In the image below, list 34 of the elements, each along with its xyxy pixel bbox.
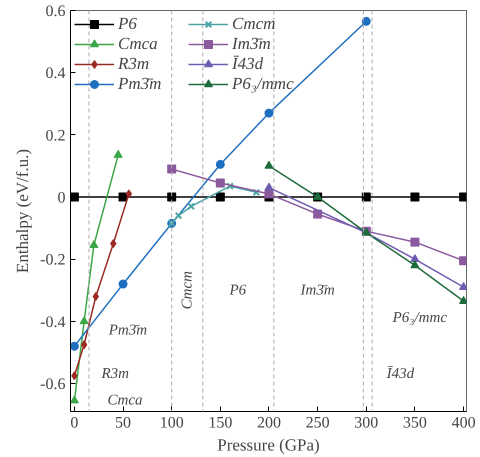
x-tick-label: 300	[354, 414, 378, 432]
x-tick-label: 350	[402, 414, 427, 432]
legend-label: P6	[118, 14, 138, 34]
x-axis-title: Pressure (GPa)	[217, 436, 320, 454]
x-tick-label: 200	[256, 414, 281, 432]
y-tick-label: -0.2	[40, 252, 66, 269]
annotation: Im3̄m	[300, 282, 335, 298]
legend-label: Pm3̄m	[118, 74, 162, 94]
annotation: P6	[228, 282, 247, 298]
x-tick-label: 0	[70, 414, 78, 432]
legend-label: Cmca	[118, 34, 159, 54]
y-tick-label: 0	[58, 190, 66, 207]
legend-label: P6₃/mmc	[232, 74, 295, 94]
annotation: Ī43d	[386, 366, 415, 382]
annotation: Cmca	[107, 392, 142, 409]
x-tick-label: 100	[160, 414, 184, 432]
y-axis-title: Enthalpy (eV/f.u.)	[13, 148, 32, 274]
legend-label: Cmcm	[232, 14, 276, 34]
x-tick-label: 250	[306, 414, 330, 432]
y-tick-label: 0.6	[46, 3, 66, 20]
y-tick-label: 0.4	[46, 65, 66, 82]
annotation: Pm3̄m	[108, 322, 148, 339]
y-tick-label: -0.4	[40, 314, 66, 331]
annotation: P6₃/mmc	[392, 310, 448, 326]
x-tick-label: 150	[208, 414, 232, 432]
annotation: Cmcm	[179, 270, 196, 310]
legend-label: Im3̄m	[232, 34, 272, 54]
y-tick-label: -0.6	[40, 376, 66, 394]
x-tick-label: 50	[115, 414, 132, 432]
annotation: R3m	[100, 366, 130, 382]
x-tick-label: 400	[452, 414, 476, 432]
legend-label: Ī43d	[232, 54, 264, 74]
y-tick-label: 0.2	[46, 127, 66, 144]
legend-label: R3m	[118, 54, 150, 74]
